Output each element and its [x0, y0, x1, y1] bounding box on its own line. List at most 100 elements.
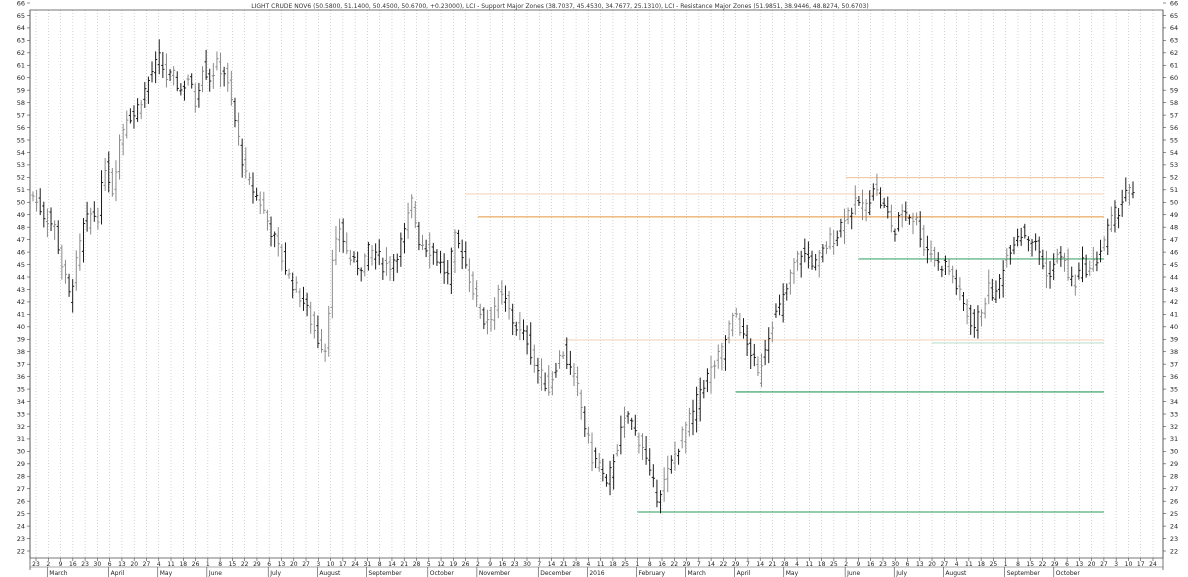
y-axis: 22 22 23 23 24 24 25 25 26 26 27 27 28 28 29 29 30 30 31 31…: [17, 0, 1178, 555]
ohlc-bar: [107, 151, 111, 193]
ohlc-bar: [994, 280, 998, 304]
ohlc-bar: [1001, 260, 1005, 298]
ohlc-bar: [756, 356, 760, 377]
ohlc-bar: [958, 277, 962, 301]
ohlc-bar: [128, 108, 132, 124]
ohlc-bar: [438, 250, 443, 274]
y-tick-label: 49: [1170, 211, 1178, 219]
y-tick-label: 29: [1170, 460, 1178, 468]
x-tick-label: 21: [560, 561, 568, 568]
ohlc-bar: [846, 207, 850, 225]
y-tick-label: 24: [17, 522, 25, 530]
x-tick-label: 3: [316, 561, 320, 568]
ohlc-bar: [788, 269, 792, 295]
ohlc-bar: [482, 307, 486, 330]
plot-border: [29, 9, 1164, 559]
y-tick-label: 56: [17, 124, 25, 132]
ohlc-bar: [799, 250, 803, 278]
y-tick-label: 32: [1170, 423, 1178, 431]
ohlc-bar: [716, 344, 720, 369]
x-tick-label: 24: [1149, 561, 1157, 568]
ohlc-bar: [795, 250, 800, 271]
ohlc-bar: [370, 245, 374, 266]
ohlc-bar: [410, 194, 414, 219]
ohlc-bar: [56, 220, 60, 255]
ohlc-bar: [896, 212, 901, 232]
ohlc-bar: [806, 241, 811, 269]
ohlc-bar: [1019, 227, 1023, 246]
month-label: April: [737, 570, 751, 577]
month-label: 2016: [589, 570, 604, 577]
ohlc-bar: [168, 68, 172, 82]
month-label: September: [1007, 570, 1041, 577]
ohlc-bar: [182, 80, 187, 101]
y-tick-label: 43: [17, 286, 25, 294]
ohlc-bar: [1109, 206, 1113, 232]
ohlc-bar: [475, 280, 479, 307]
ohlc-bar: [882, 197, 886, 209]
ohlc-bar: [907, 214, 911, 225]
ohlc-bar: [947, 259, 951, 276]
ohlc-bar: [1041, 249, 1045, 270]
ohlc-bar: [312, 311, 316, 339]
x-tick-label: 27: [941, 561, 949, 568]
ohlc-bar: [875, 173, 879, 196]
ohlc-bar: [601, 458, 605, 482]
ohlc-bar: [565, 337, 569, 369]
y-tick-label: 52: [17, 174, 25, 182]
month-label: July: [895, 570, 907, 577]
ohlc-bar: [471, 271, 475, 300]
ohlc-bar: [226, 62, 230, 92]
ohlc-bar: [309, 301, 313, 334]
y-tick-label: 26: [1170, 497, 1178, 505]
y-tick-label: 40: [1170, 323, 1178, 331]
ohlc-bar: [89, 207, 93, 235]
ohlc-bar: [575, 366, 580, 397]
y-tick-label: 65: [17, 12, 25, 20]
ohlc-bar: [911, 212, 915, 235]
ohlc-bar: [604, 474, 609, 487]
ohlc-bar: [821, 244, 825, 263]
x-tick-label: 11: [167, 561, 175, 568]
x-tick-label: 21: [769, 561, 777, 568]
ohlc-bar: [557, 350, 562, 369]
ohlc-bar: [146, 76, 151, 104]
x-tick-label: 27: [302, 561, 310, 568]
ohlc-bar: [496, 284, 500, 319]
ohlc-bar: [157, 39, 161, 75]
ohlc-bar: [154, 51, 158, 84]
ohlc-bar: [871, 183, 875, 201]
x-tick-label: 7: [537, 561, 541, 568]
ohlc-bar: [316, 315, 320, 349]
ohlc-bar: [622, 406, 627, 438]
x-tick-label: 22: [670, 561, 678, 568]
y-tick-label: 62: [1170, 49, 1178, 57]
ohlc-bar: [38, 188, 42, 216]
ohlc-bar: [345, 232, 349, 255]
ohlc-bar: [723, 335, 728, 371]
ohlc-bar: [915, 212, 919, 226]
x-tick-label: 27: [1100, 561, 1108, 568]
ohlc-bar: [568, 350, 572, 375]
x-tick-label: 25: [621, 561, 629, 568]
ohlc-bar: [951, 265, 955, 284]
ohlc-bar: [500, 280, 504, 305]
ohlc-bar: [273, 231, 277, 248]
ohlc-bar: [258, 191, 262, 215]
y-tick-label: 38: [1170, 348, 1178, 356]
ohlc-bar: [1037, 236, 1041, 265]
x-tick-label: 8: [378, 561, 382, 568]
y-tick-label: 28: [1170, 473, 1178, 481]
ohlc-bar: [835, 230, 839, 247]
ohlc-bar: [478, 303, 482, 319]
ohlc-bar: [384, 247, 389, 276]
y-tick-label: 23: [17, 535, 25, 543]
ohlc-bar: [1015, 228, 1020, 247]
ohlc-bar: [35, 189, 39, 212]
ohlc-bar: [738, 312, 742, 336]
ohlc-bar: [1088, 260, 1092, 277]
ohlc-bar: [431, 242, 435, 265]
y-tick-label: 65: [1170, 12, 1178, 20]
x-tick-label: 27: [143, 561, 151, 568]
x-tick-label: 23: [879, 561, 887, 568]
